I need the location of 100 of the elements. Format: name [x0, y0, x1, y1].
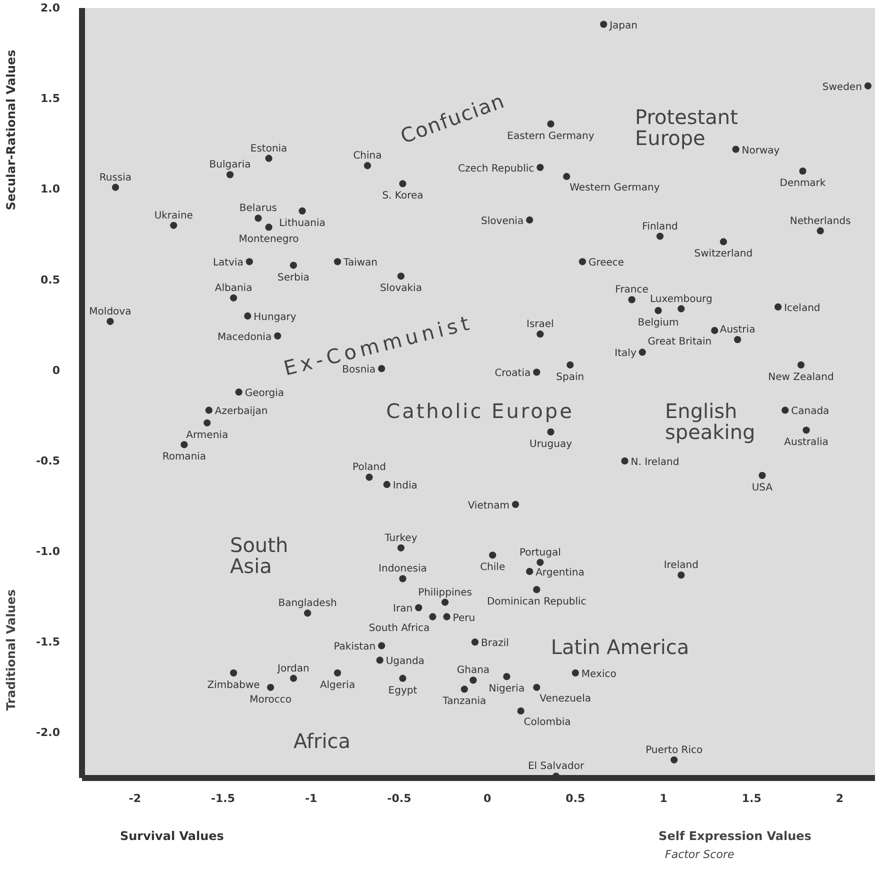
annotation: New Zealand: [768, 372, 834, 383]
annotation: Georgia: [244, 388, 284, 400]
annotation: Great Britain: [648, 336, 712, 348]
annotation: Jordan: [276, 663, 310, 674]
x-tick-label: 1.5: [742, 792, 762, 805]
annotation: Canada: [791, 406, 830, 418]
annotation: Moldova: [89, 306, 132, 318]
x-tick-label: 0: [483, 792, 492, 805]
annotation: Denmark: [780, 178, 826, 190]
annotation: Taiwan: [342, 258, 378, 269]
y-tick-label: 0: [52, 364, 60, 377]
annotation: Uganda: [386, 656, 424, 668]
annotation: USA: [752, 482, 773, 494]
annotation: Armenia: [186, 430, 228, 441]
annotation: Russia: [99, 172, 132, 184]
annotation: Nigeria: [488, 684, 525, 695]
annotation: Tanzania: [442, 696, 486, 708]
annotation: Morocco: [250, 694, 292, 706]
y-tick-label: -1.0: [36, 545, 60, 558]
annotation: Venezuela: [540, 693, 592, 704]
x-tick-label: -1: [304, 792, 318, 805]
annotation: Romania: [162, 452, 206, 463]
annotation: Portugal: [519, 547, 561, 558]
annotation: Bulgaria: [209, 160, 251, 171]
annotation: Australia: [784, 437, 828, 448]
annotation: Latvia: [212, 258, 244, 269]
annotation: Africa: [293, 729, 351, 753]
annotation: Argentina: [536, 567, 584, 578]
annotation: Pakistan: [334, 642, 376, 653]
annotation: N. Ireland: [630, 456, 680, 468]
annotation: Ireland: [664, 560, 698, 572]
annotation: Austria: [720, 324, 756, 336]
annotation: Indonesia: [378, 564, 427, 575]
x-tick-label: -0.5: [387, 792, 412, 805]
annotation: Serbia: [278, 272, 310, 284]
x-axis-title: Survival Values: [120, 829, 224, 843]
annotation: Luxembourg: [650, 294, 712, 305]
y-tick-label: -2.0: [36, 726, 60, 740]
annotation: Belarus: [239, 203, 278, 214]
annotation: Latin America: [550, 635, 690, 659]
x-tick-label: -2: [128, 792, 141, 805]
annotation: Vietnam: [468, 500, 510, 512]
annotation: Egypt: [388, 685, 418, 696]
annotation: Ghana: [456, 665, 490, 676]
annotation: Estonia: [250, 143, 288, 154]
annotation: India: [392, 480, 418, 492]
annotation: China: [353, 150, 382, 162]
annotation: Belgium: [638, 318, 679, 329]
annotation: S. Korea: [382, 190, 424, 202]
annotation: South Asia: [230, 533, 288, 578]
annotation: Philippines: [418, 587, 472, 598]
annotation: Czech Republic: [458, 163, 534, 174]
annotation: Iceland: [784, 302, 820, 314]
annotation: Iran: [393, 604, 413, 615]
annotation: Bangladesh: [278, 598, 337, 610]
annotation: Mexico: [581, 668, 616, 680]
y-tick-label: 1.5: [40, 92, 60, 106]
text: Factor Score: [665, 848, 734, 861]
annotation: Slovakia: [380, 283, 422, 294]
annotation: Uruguay: [530, 438, 572, 450]
annotation: Eastern Germany: [507, 130, 594, 142]
annotation: Sweden: [822, 82, 862, 93]
y-axis-title: Secular-Rational Values: [4, 50, 18, 210]
x-tick-label: 1: [660, 792, 668, 805]
annotation: Brazil: [480, 638, 509, 650]
annotation: Catholic Europe: [386, 399, 574, 423]
y-tick-label: 0.5: [40, 273, 60, 286]
annotation: Netherlands: [790, 216, 851, 227]
annotation: Puerto Rico: [646, 744, 703, 756]
annotation: Peru: [452, 612, 476, 624]
annotation: Japan: [608, 20, 638, 32]
annotation: Protestant Europe: [635, 105, 738, 150]
annotation: Finland: [642, 221, 678, 232]
y-tick-label: -1.5: [36, 636, 60, 649]
y-tick-label: 1.0: [40, 182, 60, 196]
annotation: Croatia: [494, 368, 531, 380]
y-tick-label: -0.5: [36, 454, 60, 468]
text: Traditional Values: [4, 589, 18, 711]
annotation: Spain: [556, 372, 584, 383]
annotation: Chile: [480, 562, 506, 574]
annotation: El Salvador: [528, 761, 585, 772]
annotation: Western Germany: [570, 182, 660, 194]
annotation: Azerbaijan: [214, 406, 268, 418]
annotation: Algeria: [320, 680, 356, 691]
x-tick-label: 0.5: [566, 792, 586, 805]
annotation: Albania: [214, 282, 252, 294]
annotation: Norway: [742, 145, 780, 156]
annotation: South Africa: [368, 622, 430, 634]
annotation: Zimbabwe: [207, 680, 260, 691]
annotation: Lithuania: [279, 218, 326, 229]
annotation: Slovenia: [481, 216, 524, 227]
annotation: Poland: [352, 462, 386, 474]
y-tick-label: 2.0: [40, 2, 60, 15]
annotation: Israel: [526, 319, 554, 330]
x-tick-label: 2: [836, 792, 844, 805]
annotation: English speaking: [665, 399, 756, 444]
annotation: Ukraine: [154, 210, 193, 222]
annotation: Dominican Republic: [486, 596, 586, 608]
annotation: Italy: [614, 348, 636, 360]
annotation: Colombia: [524, 716, 571, 728]
